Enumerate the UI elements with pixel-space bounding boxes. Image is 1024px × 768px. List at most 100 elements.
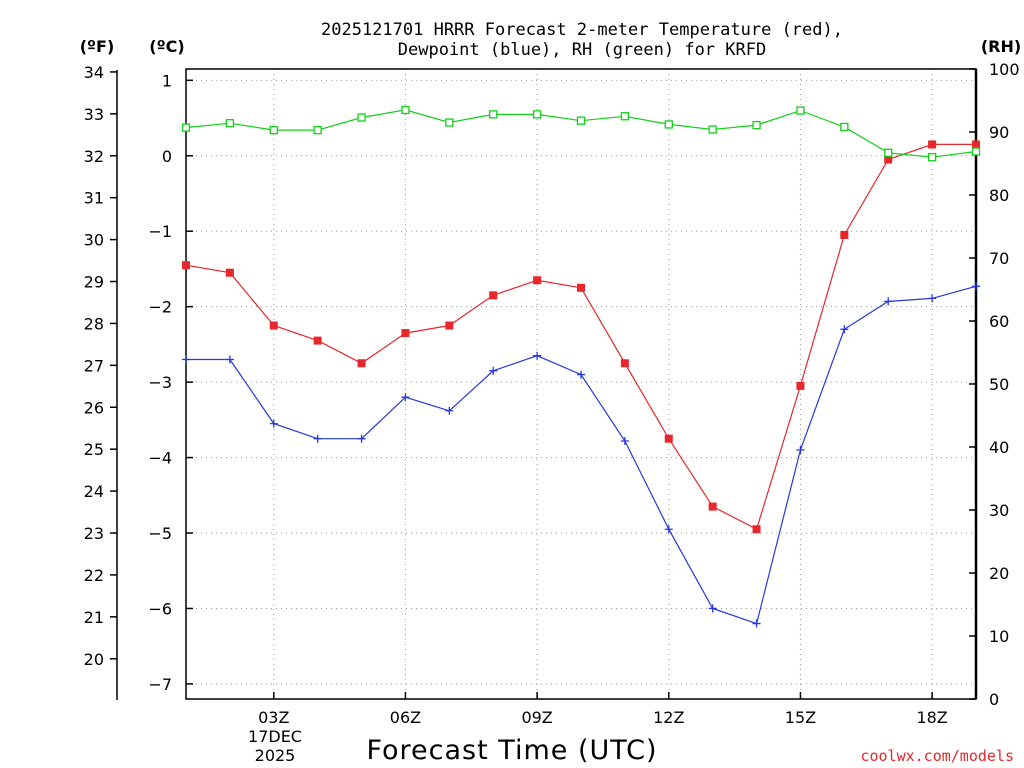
fahrenheit-tick-label: 34	[84, 63, 104, 82]
fahrenheit-tick-label: 33	[84, 105, 104, 124]
x-tick-label: 03Z	[258, 708, 289, 727]
celsius-tick-label: 0	[162, 147, 172, 166]
fahrenheit-tick-label: 32	[84, 147, 104, 166]
temperature-point	[972, 140, 980, 149]
rh-point	[401, 105, 410, 115]
plot-frame	[185, 68, 977, 700]
dewpoint-point	[269, 419, 278, 428]
dewpoint-point	[577, 370, 585, 379]
fahrenheit-tick-label: 29	[84, 273, 104, 292]
celsius-tick-label: −5	[148, 524, 172, 543]
rh-tick-label: 80	[989, 186, 1009, 205]
x-tick-label: 18Z	[916, 708, 947, 727]
dewpoint-point	[401, 393, 410, 402]
rh-tick-label: 50	[989, 375, 1009, 394]
chart-title-line-1: 2025121701 HRRR Forecast 2-meter Tempera…	[321, 20, 843, 40]
fahrenheit-tick-label: 31	[84, 189, 104, 208]
rh-point	[971, 147, 981, 156]
temperature-point	[708, 502, 717, 511]
rh-point	[840, 122, 849, 132]
dewpoint-point	[182, 355, 190, 364]
rh-tick-label: 70	[989, 249, 1009, 268]
dewpoint-point	[664, 525, 673, 534]
rh-point	[181, 123, 191, 132]
dewpoint-point	[972, 282, 980, 291]
rh-tick-label: 0	[989, 690, 999, 709]
rh-tick-label: 90	[989, 123, 1009, 142]
temperature-point	[577, 283, 585, 292]
rh-point	[313, 125, 322, 135]
x-axis-title: Forecast Time (UTC)	[366, 735, 657, 766]
fahrenheit-tick-label: 28	[84, 314, 104, 333]
rh-tick-label: 40	[989, 438, 1009, 457]
temperature-point	[269, 321, 278, 330]
temperature-point	[225, 268, 234, 277]
dewpoint-point	[357, 434, 366, 443]
rh-point	[884, 148, 893, 157]
dewpoint-point	[225, 355, 234, 364]
dewpoint-point	[533, 351, 542, 360]
temperature-point	[401, 329, 410, 338]
celsius-tick-label: 1	[162, 71, 172, 90]
fahrenheit-tick-label: 26	[84, 398, 104, 417]
celsius-unit-label: (ºC)	[149, 37, 184, 56]
rh-point	[796, 106, 805, 115]
rh-tick-label: 60	[989, 312, 1009, 331]
rh-point	[576, 116, 586, 125]
temperature-point	[445, 321, 454, 330]
celsius-tick-label: −7	[148, 675, 172, 694]
fahrenheit-unit-label: (ºF)	[80, 37, 115, 56]
temperature-point	[620, 359, 629, 368]
chart-title-line-2: Dewpoint (blue), RH (green) for KRFD	[398, 40, 766, 60]
dewpoint-point	[489, 366, 498, 375]
rh-point	[357, 113, 366, 122]
rh-point	[532, 110, 542, 119]
rh-point	[620, 112, 630, 121]
x-tick-label: 06Z	[390, 708, 421, 727]
temperature-point	[357, 359, 366, 368]
rh-tick-label: 10	[989, 627, 1009, 646]
dewpoint-point	[884, 297, 893, 306]
rh-point	[225, 119, 235, 128]
rh-tick-label: 30	[989, 501, 1009, 520]
fahrenheit-tick-label: 22	[84, 566, 104, 585]
temperature-point	[489, 291, 498, 300]
dewpoint-line	[186, 285, 977, 625]
fahrenheit-tick-label: 30	[84, 231, 104, 250]
rh-tick-label: 20	[989, 564, 1009, 583]
fahrenheit-tick-label: 24	[84, 482, 104, 501]
dewpoint-point	[620, 436, 629, 445]
dewpoint-point	[445, 406, 454, 415]
rh-point	[489, 110, 498, 119]
date-label-day: 17DEC	[248, 727, 302, 746]
temperature-point	[840, 230, 849, 239]
rh-point	[664, 120, 673, 129]
gridlines	[186, 69, 976, 699]
x-tick-label: 15Z	[785, 708, 816, 727]
rh-point	[752, 120, 761, 130]
rh-point	[927, 153, 937, 162]
rh-point	[269, 125, 278, 135]
rh-point	[445, 118, 454, 127]
temperature-point	[796, 381, 805, 390]
date-label-year: 2025	[255, 746, 296, 765]
fahrenheit-tick-label: 23	[84, 524, 104, 543]
dewpoint-point	[752, 619, 761, 628]
fahrenheit-tick-label: 20	[84, 650, 104, 669]
x-tick-label: 12Z	[653, 708, 684, 727]
fahrenheit-tick-label: 21	[84, 608, 104, 627]
dewpoint-point	[796, 446, 805, 455]
rh-tick-label: 100	[989, 60, 1020, 79]
dewpoint-point	[708, 604, 717, 613]
temperature-point	[533, 276, 542, 285]
temperature-point	[928, 140, 937, 149]
x-tick-label: 09Z	[521, 708, 552, 727]
celsius-tick-label: −6	[148, 599, 172, 618]
fahrenheit-tick-label: 27	[84, 356, 104, 375]
temperature-point	[182, 261, 190, 270]
temperature-point	[313, 336, 322, 345]
fahrenheit-tick-label: 25	[84, 440, 104, 459]
rh-unit-label: (RH)	[981, 37, 1021, 56]
